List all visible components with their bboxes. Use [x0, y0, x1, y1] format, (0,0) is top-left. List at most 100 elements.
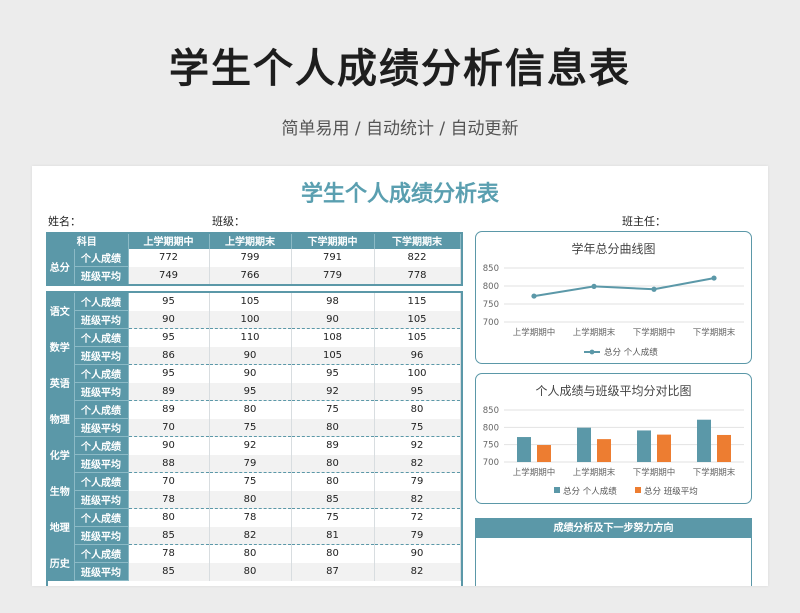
score-cell[interactable]: 105: [374, 310, 461, 329]
score-cell[interactable]: 92: [291, 382, 375, 401]
score-cell[interactable]: 75: [209, 472, 292, 491]
legend-label: 总分 个人成绩: [604, 347, 658, 358]
score-cell[interactable]: 822: [374, 249, 461, 267]
analysis-title: 成绩分析及下一步努力方向: [476, 519, 751, 538]
score-cell[interactable]: 96: [374, 346, 461, 365]
score-cell[interactable]: 82: [209, 526, 292, 545]
score-cell[interactable]: 95: [128, 293, 210, 311]
analysis-box[interactable]: 成绩分析及下一步努力方向: [475, 518, 752, 586]
subject-name: 生物: [46, 472, 75, 509]
score-cell[interactable]: 766: [209, 266, 292, 285]
class-label: 班级：: [212, 215, 245, 228]
row-type-label: 班级平均: [74, 454, 129, 473]
score-cell[interactable]: 70: [128, 418, 210, 437]
score-cell[interactable]: 92: [374, 436, 461, 455]
subject-header: 科目: [46, 232, 129, 249]
score-cell[interactable]: 110: [209, 328, 292, 347]
bar: [517, 437, 531, 462]
score-cell[interactable]: 81: [291, 526, 375, 545]
total-score-table: 科目 上学期期中 上学期期末 下学期期中 下学期期末 总分 个人成绩 772 799 7…: [46, 232, 461, 285]
score-cell[interactable]: 80: [209, 400, 292, 419]
score-cell[interactable]: 95: [128, 364, 210, 383]
score-cell[interactable]: 85: [291, 490, 375, 509]
score-cell[interactable]: 80: [291, 418, 375, 437]
score-cell[interactable]: 78: [128, 544, 210, 563]
score-cell[interactable]: 799: [209, 249, 292, 267]
score-cell[interactable]: 791: [291, 249, 375, 267]
bar-chart-title: 个人成绩与班级平均分对比图: [535, 384, 692, 398]
score-cell[interactable]: 85: [128, 562, 210, 581]
score-cell[interactable]: 82: [374, 490, 461, 509]
table-header-row: 科目 上学期期中 上学期期末 下学期期中 下学期期末: [46, 232, 461, 249]
x-tick-label: 上学期期末: [573, 327, 616, 338]
score-cell[interactable]: 80: [291, 544, 375, 563]
score-cell[interactable]: 72: [374, 508, 461, 527]
teacher-label: 班主任：: [622, 215, 666, 228]
score-cell[interactable]: 78: [128, 490, 210, 509]
score-cell[interactable]: 86: [128, 346, 210, 365]
legend-swatch: [554, 487, 560, 493]
score-cell[interactable]: 70: [128, 472, 210, 491]
score-cell[interactable]: 80: [291, 454, 375, 473]
legend-swatch: [635, 487, 641, 493]
score-cell[interactable]: 90: [128, 436, 210, 455]
score-cell[interactable]: 80: [209, 562, 292, 581]
score-cell[interactable]: 98: [291, 293, 375, 311]
score-cell[interactable]: 80: [374, 400, 461, 419]
score-cell[interactable]: 89: [128, 382, 210, 401]
score-cell[interactable]: 95: [128, 328, 210, 347]
score-cell[interactable]: 89: [128, 400, 210, 419]
score-cell[interactable]: 89: [291, 436, 375, 455]
period-header: 下学期期末: [374, 232, 461, 249]
score-cell[interactable]: 90: [374, 544, 461, 563]
score-cell[interactable]: 79: [374, 472, 461, 491]
score-cell[interactable]: 80: [128, 508, 210, 527]
score-cell[interactable]: 115: [374, 293, 461, 311]
score-cell[interactable]: 80: [209, 544, 292, 563]
bar: [537, 445, 551, 462]
y-tick-label: 750: [483, 441, 499, 451]
row-type-label: 个人成绩: [74, 544, 129, 563]
score-cell[interactable]: 100: [374, 364, 461, 383]
score-cell[interactable]: 82: [374, 562, 461, 581]
score-cell[interactable]: 80: [291, 472, 375, 491]
score-cell[interactable]: 85: [128, 526, 210, 545]
score-cell[interactable]: 90: [209, 364, 292, 383]
score-cell[interactable]: 75: [209, 418, 292, 437]
score-cell[interactable]: 749: [128, 266, 210, 285]
score-cell[interactable]: 90: [291, 310, 375, 329]
score-cell[interactable]: 87: [291, 562, 375, 581]
score-cell[interactable]: 95: [209, 382, 292, 401]
bar-chart-panel: 个人成绩与班级平均分对比图 700 750 800 850 上学期期中 上学期期末 下学期期…: [475, 373, 752, 504]
score-cell[interactable]: 100: [209, 310, 292, 329]
line-chart-title: 学年总分曲线图: [571, 242, 656, 256]
score-cell[interactable]: 105: [374, 328, 461, 347]
score-cell[interactable]: 88: [128, 454, 210, 473]
score-cell[interactable]: 75: [291, 508, 375, 527]
score-cell[interactable]: 92: [209, 436, 292, 455]
score-cell[interactable]: 78: [209, 508, 292, 527]
score-cell[interactable]: 105: [209, 293, 292, 311]
bar: [597, 439, 611, 462]
score-cell[interactable]: 95: [291, 364, 375, 383]
score-cell[interactable]: 80: [209, 490, 292, 509]
score-cell[interactable]: 778: [374, 266, 461, 285]
score-cell[interactable]: 75: [374, 418, 461, 437]
score-cell[interactable]: 108: [291, 328, 375, 347]
score-cell[interactable]: 779: [291, 266, 375, 285]
table-row: 语文 个人成绩 95 105 98 115: [46, 293, 461, 329]
row-type-label: 班级平均: [74, 526, 129, 545]
subject-name: 历史: [46, 544, 75, 581]
score-cell[interactable]: 95: [374, 382, 461, 401]
bar: [657, 434, 671, 462]
table-row: 化学 个人成绩 90 92 89 92: [46, 436, 461, 473]
score-cell[interactable]: 105: [291, 346, 375, 365]
score-cell[interactable]: 90: [209, 346, 292, 365]
score-cell[interactable]: 90: [128, 310, 210, 329]
score-cell[interactable]: 79: [209, 454, 292, 473]
score-cell[interactable]: 79: [374, 526, 461, 545]
score-cell[interactable]: 82: [374, 454, 461, 473]
score-cell[interactable]: 772: [128, 249, 210, 267]
score-cell[interactable]: 75: [291, 400, 375, 419]
